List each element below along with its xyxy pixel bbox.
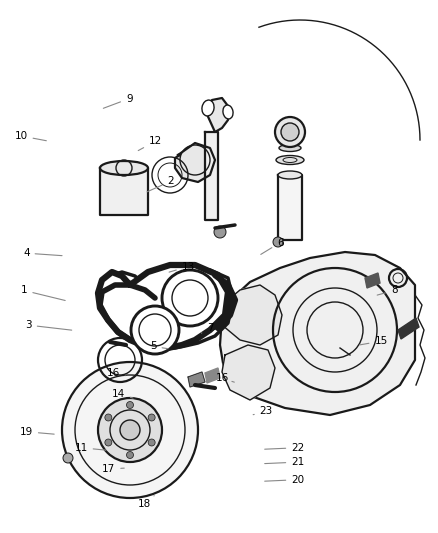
Text: 19: 19 (20, 427, 54, 437)
Ellipse shape (276, 156, 304, 165)
Polygon shape (205, 132, 218, 220)
Circle shape (214, 226, 226, 238)
Text: 12: 12 (138, 136, 162, 151)
Text: 10: 10 (14, 131, 46, 141)
Text: 23: 23 (253, 407, 273, 416)
Text: 1: 1 (21, 286, 65, 301)
Text: 14: 14 (112, 390, 133, 399)
Circle shape (105, 439, 112, 446)
Circle shape (281, 123, 299, 141)
Polygon shape (175, 143, 215, 182)
Polygon shape (365, 273, 380, 288)
Circle shape (120, 420, 140, 440)
Circle shape (148, 439, 155, 446)
Text: 6: 6 (261, 238, 284, 254)
Ellipse shape (278, 171, 302, 179)
Polygon shape (205, 98, 228, 132)
Text: 22: 22 (265, 443, 304, 453)
Text: 16: 16 (216, 374, 234, 383)
Polygon shape (220, 252, 415, 415)
Text: 20: 20 (265, 475, 304, 484)
Polygon shape (98, 265, 228, 348)
Polygon shape (100, 168, 148, 215)
Text: 9: 9 (103, 94, 133, 108)
Text: 2: 2 (147, 176, 174, 192)
Circle shape (62, 362, 198, 498)
Circle shape (98, 398, 162, 462)
Text: 15: 15 (360, 336, 388, 346)
Polygon shape (222, 285, 282, 345)
Text: 7: 7 (201, 323, 214, 333)
Text: 16: 16 (106, 368, 125, 378)
Text: 3: 3 (25, 320, 72, 330)
Polygon shape (205, 368, 220, 383)
Ellipse shape (202, 100, 214, 116)
Text: 5: 5 (150, 342, 168, 351)
Circle shape (148, 414, 155, 421)
Text: 4: 4 (23, 248, 62, 258)
Circle shape (131, 306, 179, 354)
Circle shape (162, 270, 218, 326)
Polygon shape (278, 175, 302, 240)
Circle shape (127, 451, 134, 458)
Ellipse shape (223, 105, 233, 119)
Ellipse shape (100, 161, 148, 175)
Polygon shape (398, 318, 419, 339)
Circle shape (275, 117, 305, 147)
Ellipse shape (279, 144, 301, 151)
Text: 17: 17 (102, 464, 124, 474)
Text: 8: 8 (377, 286, 398, 295)
Polygon shape (188, 372, 205, 387)
Text: 21: 21 (265, 457, 304, 467)
Polygon shape (222, 345, 275, 400)
Circle shape (127, 401, 134, 408)
Circle shape (273, 237, 283, 247)
Text: 13: 13 (169, 262, 195, 272)
Circle shape (63, 453, 73, 463)
Circle shape (105, 414, 112, 421)
Text: 18: 18 (138, 496, 154, 508)
Text: 11: 11 (74, 443, 106, 453)
